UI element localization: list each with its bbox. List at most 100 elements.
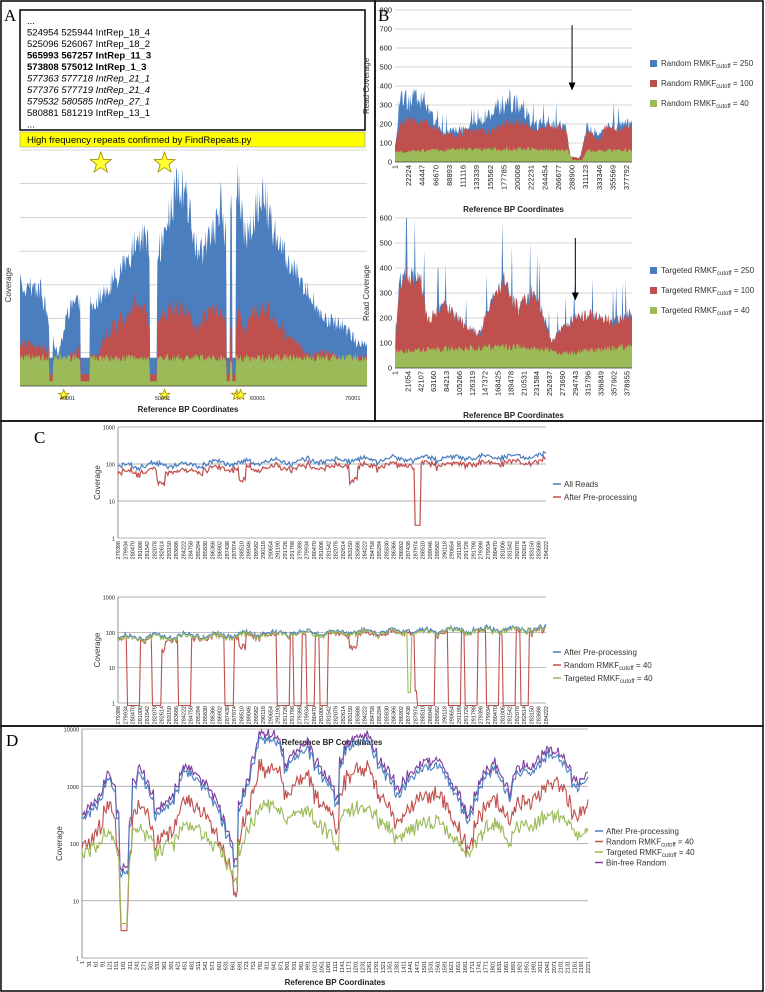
panel-c-x-tick: 283150 bbox=[167, 706, 173, 724]
panel-c-x-tick: 282614 bbox=[522, 541, 528, 559]
panel-c-x-tick: 282078 bbox=[334, 541, 340, 559]
panel-c-x-tick: 283150 bbox=[348, 706, 354, 724]
panel-a-x-label: Reference BP Coordinates bbox=[138, 405, 239, 414]
panel-a-stars bbox=[57, 150, 247, 401]
panel-c-x-tick: 290118 bbox=[261, 541, 267, 559]
panel-d-x-tick: 301 bbox=[148, 961, 154, 970]
panel-label-a: A bbox=[4, 6, 17, 25]
panel-b-x-tick: 266677 bbox=[554, 165, 563, 190]
panel-d-x-tick: 1741 bbox=[477, 961, 483, 973]
panel-b-legend-swatch-2 bbox=[650, 307, 657, 314]
panel-d-y-label: Coverage bbox=[55, 826, 64, 861]
panel-c-x-tick: 281006 bbox=[138, 706, 144, 724]
panel-b-x-tick: 200008 bbox=[513, 165, 522, 190]
panel-c-x-tick: 284758 bbox=[370, 706, 376, 724]
panel-d-x-tick: 2041 bbox=[545, 961, 551, 973]
small-star-0 bbox=[57, 388, 71, 401]
panel-b-x-tick: 231584 bbox=[532, 371, 541, 396]
panel-b-x-label: Reference BP Coordinates bbox=[463, 205, 564, 214]
panel-c-x-tick: 281542 bbox=[145, 541, 151, 559]
panel-c-legend-label-2: Targeted RMKFcutoff = 40 bbox=[564, 674, 653, 685]
panel-b-x-tick: 21054 bbox=[403, 371, 412, 392]
panel-b-x-tick: 252637 bbox=[545, 371, 554, 396]
panel-c-x-tick: 279398 bbox=[297, 541, 303, 559]
panel-c-y-tick: 10 bbox=[109, 500, 115, 506]
panel-c-x-tick: 282614 bbox=[160, 706, 166, 724]
panel-d-x-tick: 1231 bbox=[360, 961, 366, 973]
panel-d-x-tick: 721 bbox=[244, 961, 250, 970]
panel-d-x-tick: 691 bbox=[237, 961, 243, 970]
panel-d-x-tick: 2071 bbox=[552, 961, 558, 973]
panel-d-x-tick: 1771 bbox=[483, 961, 489, 973]
panel-label-b: B bbox=[378, 6, 389, 25]
panel-c-x-tick: 283150 bbox=[348, 541, 354, 559]
panel-b-x-tick: 88893 bbox=[445, 165, 454, 186]
panel-b-legend-label-1: Random RMKFcutoff = 100 bbox=[661, 79, 754, 90]
panel-c-legend-label-1: Random RMKFcutoff = 40 bbox=[564, 661, 652, 672]
panel-b-legend-label-0: Random RMKFcutoff = 250 bbox=[661, 59, 754, 70]
panel-c-x-tick: 291726 bbox=[283, 541, 289, 559]
panel-c-x-tick: 288510 bbox=[421, 706, 427, 724]
panel-b-y-tick: 100 bbox=[379, 139, 392, 148]
big-star-0 bbox=[89, 150, 113, 173]
panel-c-x-tick: 280470 bbox=[312, 706, 318, 724]
panel-b-x-tick: 210531 bbox=[519, 371, 528, 396]
panel-c-legend-label-1: After Pre-processing bbox=[564, 493, 637, 502]
panel-d-x-tick: 181 bbox=[121, 961, 127, 970]
panel-b-arrow-head bbox=[571, 292, 579, 301]
panel-d-x-tick: 391 bbox=[169, 961, 175, 970]
panel-a-plot bbox=[20, 149, 367, 387]
panel-b-legend-swatch-1 bbox=[650, 80, 657, 87]
panel-a-x-tick: 40001 bbox=[60, 396, 75, 402]
panel-b-y-tick: 300 bbox=[379, 101, 392, 110]
panel-c-x-tick: 289582 bbox=[435, 706, 441, 724]
panel-b-y-tick: 0 bbox=[388, 364, 392, 373]
panel-d-x-tick: 1321 bbox=[381, 961, 387, 973]
panel-d-x-tick: 1111 bbox=[333, 961, 339, 972]
panel-d-x-tick: 811 bbox=[265, 961, 271, 970]
panel-b-x-label: Reference BP Coordinates bbox=[463, 411, 564, 420]
panel-b-legend-label-0: Targeted RMKFcutoff = 250 bbox=[661, 266, 755, 277]
panel-d-frame bbox=[0, 725, 764, 992]
panel-c-x-tick: 284758 bbox=[370, 541, 376, 559]
panel-b-x-tick: 111116 bbox=[459, 165, 468, 188]
panel-d-x-tick: 781 bbox=[258, 961, 264, 970]
panel-c-x-tick: 286366 bbox=[210, 541, 216, 559]
panel-b-area-40 bbox=[395, 342, 632, 368]
panel-b-x-tick: 273690 bbox=[558, 371, 567, 396]
panel-c-x-tick: 279934 bbox=[123, 706, 129, 724]
panel-d-x-tick: 631 bbox=[224, 961, 230, 970]
panel-d-y-tick: 10 bbox=[73, 899, 79, 905]
panel-b-arrow-head bbox=[568, 82, 576, 91]
panel-d-x-tick: 2131 bbox=[566, 961, 572, 973]
panel-d-x-tick: 481 bbox=[189, 961, 195, 970]
panel-c-line-all-reads bbox=[117, 450, 547, 472]
panel-d-x-tick: 1411 bbox=[401, 961, 407, 973]
panel-d-x-tick: 31 bbox=[87, 961, 93, 967]
panel-c-x-tick: 281542 bbox=[508, 706, 514, 724]
panel-b-x-tick: 105266 bbox=[455, 371, 464, 396]
repeat-list-line: 577376 577719 IntRep_21_4 bbox=[27, 85, 150, 96]
panel-a-x-tick: 50001 bbox=[155, 396, 170, 402]
panel-b-legend-swatch-1 bbox=[650, 287, 657, 294]
panel-c-x-tick: 283150 bbox=[530, 541, 536, 559]
panel-d-x-tick: 1681 bbox=[463, 961, 469, 973]
panel-c-x-tick: 284222 bbox=[181, 706, 187, 724]
panel-c-x-tick: 287974 bbox=[232, 706, 238, 724]
panel-c-y-tick: 1 bbox=[112, 537, 115, 543]
panel-c-x-tick: 284222 bbox=[363, 706, 369, 724]
panel-d-x-tick: 1291 bbox=[374, 961, 380, 973]
panel-c-x-tick: 291798 bbox=[472, 541, 478, 559]
panel-c-x-tick: 286902 bbox=[399, 706, 405, 724]
panel-d-x-tick: 1891 bbox=[511, 961, 517, 973]
panel-b-y-tick: 400 bbox=[379, 82, 392, 91]
panel-c-x-tick: 291190 bbox=[276, 541, 282, 559]
panel-d-x-tick: 961 bbox=[299, 961, 305, 970]
panel-c-x-tick: 279398 bbox=[479, 706, 485, 724]
panel-c-x-tick: 288510 bbox=[421, 541, 427, 559]
panel-b-y-tick: 600 bbox=[379, 214, 392, 223]
panel-c-line-targeted-40 bbox=[117, 624, 547, 693]
panel-c-x-tick: 286902 bbox=[218, 541, 224, 559]
panel-c-x-tick: 291726 bbox=[464, 706, 470, 724]
